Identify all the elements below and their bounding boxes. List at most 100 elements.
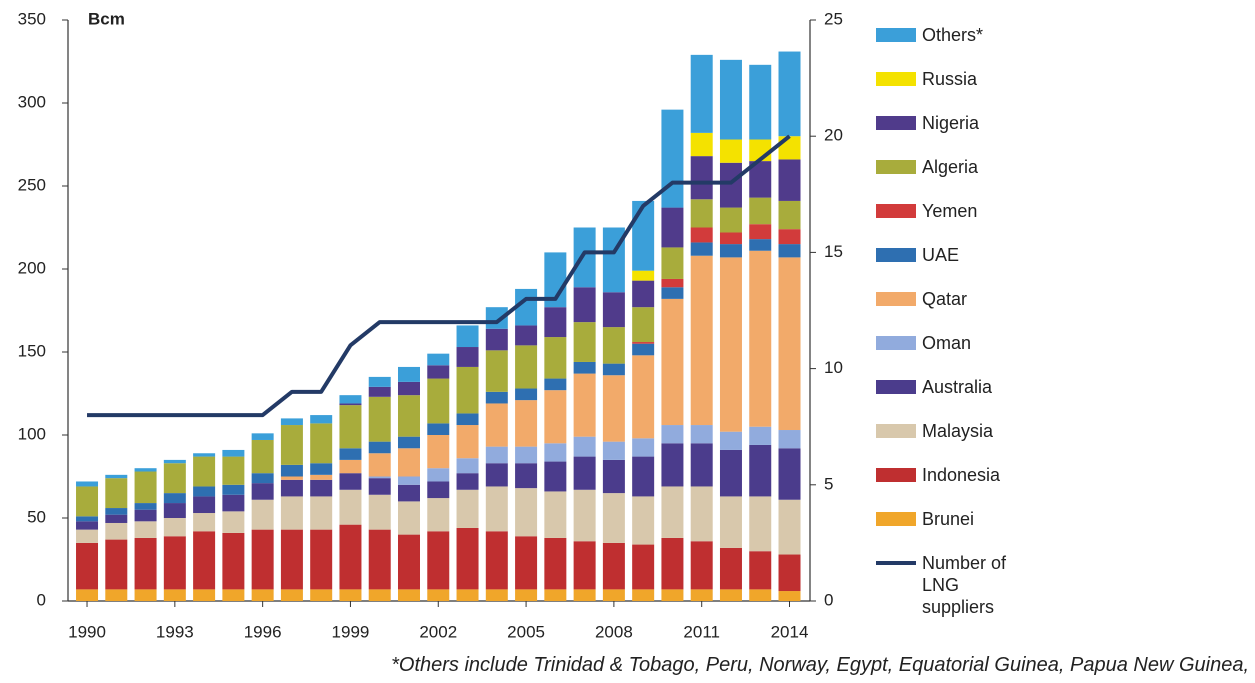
bar-segment [134, 503, 157, 510]
bar-segment [544, 390, 567, 444]
bar-segment [193, 513, 216, 532]
legend-swatch [876, 468, 916, 482]
bar-segment [280, 479, 303, 497]
bar-segment [193, 456, 216, 487]
y2-tick-label: 0 [824, 590, 833, 609]
legend-item: Algeria [876, 156, 1082, 200]
bar-segment [632, 355, 655, 439]
bar-segment [427, 468, 450, 482]
bar-segment [76, 529, 99, 543]
bar-segment [485, 463, 508, 487]
legend-item: Yemen [876, 200, 1082, 244]
bar-segment [544, 378, 567, 391]
bar-segment [573, 227, 596, 288]
bar-segment [105, 514, 128, 523]
bar-segment [310, 415, 333, 424]
bar-segment [515, 345, 538, 389]
bar-segment [719, 547, 742, 590]
bar-segment [515, 400, 538, 447]
bar-segment [163, 589, 186, 601]
x-tick-label: 2008 [595, 622, 633, 641]
bar-segment [456, 473, 479, 490]
y2-tick-label: 20 [824, 126, 843, 145]
x-tick-label: 1996 [244, 622, 282, 641]
bar-segment [690, 589, 713, 601]
bar-segment [719, 244, 742, 258]
bar-segment [632, 200, 655, 271]
bar-segment [222, 589, 245, 601]
bar-segment [251, 433, 274, 440]
bar-segment [193, 589, 216, 601]
bar-segment [427, 378, 450, 424]
bar-segment [280, 589, 303, 601]
bar-segment [661, 589, 684, 601]
x-tick-label: 1990 [68, 622, 106, 641]
bar-segment [134, 471, 157, 504]
bar-segment [427, 435, 450, 469]
bar-segment [719, 162, 742, 208]
bar-segment [222, 494, 245, 512]
bar-segment [105, 589, 128, 601]
legend-item: Malaysia [876, 420, 1082, 464]
bar-segment [339, 403, 362, 406]
bar-segment [749, 551, 772, 590]
y-tick-label: 250 [18, 175, 46, 194]
bar-segment [163, 503, 186, 518]
legend-label: Malaysia [922, 421, 994, 441]
bar-segment [397, 381, 420, 396]
bar-segment [661, 109, 684, 208]
legend: Others* Russia Nigeria Algeria Yemen UAE Qatar… [876, 24, 1082, 617]
bar-segment [778, 499, 801, 555]
bar-segment [222, 511, 245, 533]
bar-segment [105, 522, 128, 540]
bar-segment [515, 446, 538, 464]
y2-tick-label: 15 [824, 242, 843, 261]
bar-segment [778, 554, 801, 592]
bar-segment [339, 405, 362, 449]
bar-segment [544, 537, 567, 590]
bar-segment [602, 363, 625, 376]
bar-segment [251, 589, 274, 601]
footnote: *Others include Trinidad & Tobago, Peru,… [391, 654, 1249, 676]
bar-segment [602, 589, 625, 601]
bar-segment [632, 544, 655, 590]
bar-segment [310, 463, 333, 475]
bar-segment [456, 589, 479, 601]
bar-segment [544, 337, 567, 379]
bar-segment [368, 453, 391, 477]
bar-segment [339, 589, 362, 601]
y-tick-label: 0 [37, 590, 46, 609]
bar-segment [397, 448, 420, 477]
bar-segment [397, 484, 420, 502]
bar-segment [397, 395, 420, 437]
bar-segment [690, 199, 713, 228]
bar-segment [251, 483, 274, 500]
bar-segment [193, 531, 216, 590]
bar-segment [280, 476, 303, 480]
legend-item: Oman [876, 332, 1082, 376]
bar-segment [427, 498, 450, 532]
bar-segment [163, 459, 186, 464]
x-tick-label: 2014 [771, 622, 809, 641]
bar-segment [251, 499, 274, 530]
legend-item: Others* [876, 24, 1082, 68]
x-tick-label: 2005 [507, 622, 545, 641]
y-tick-label: 300 [18, 92, 46, 111]
bar-segment [778, 448, 801, 500]
legend-label: Qatar [922, 289, 968, 309]
legend-label: Oman [922, 333, 972, 353]
bar-segment [602, 327, 625, 364]
legend-item: Indonesia [876, 464, 1082, 508]
bar-segment [573, 456, 596, 490]
bar-segment [573, 541, 596, 590]
y2-tick-label: 25 [824, 9, 843, 28]
y2-tick-label: 10 [824, 358, 843, 377]
bar-segment [397, 366, 420, 382]
bar-segment [339, 473, 362, 490]
bar-segment [339, 448, 362, 460]
y2-tick-label: 5 [824, 474, 833, 493]
legend-swatch [876, 248, 916, 262]
bar-segment [485, 531, 508, 590]
bar-segment [602, 375, 625, 442]
